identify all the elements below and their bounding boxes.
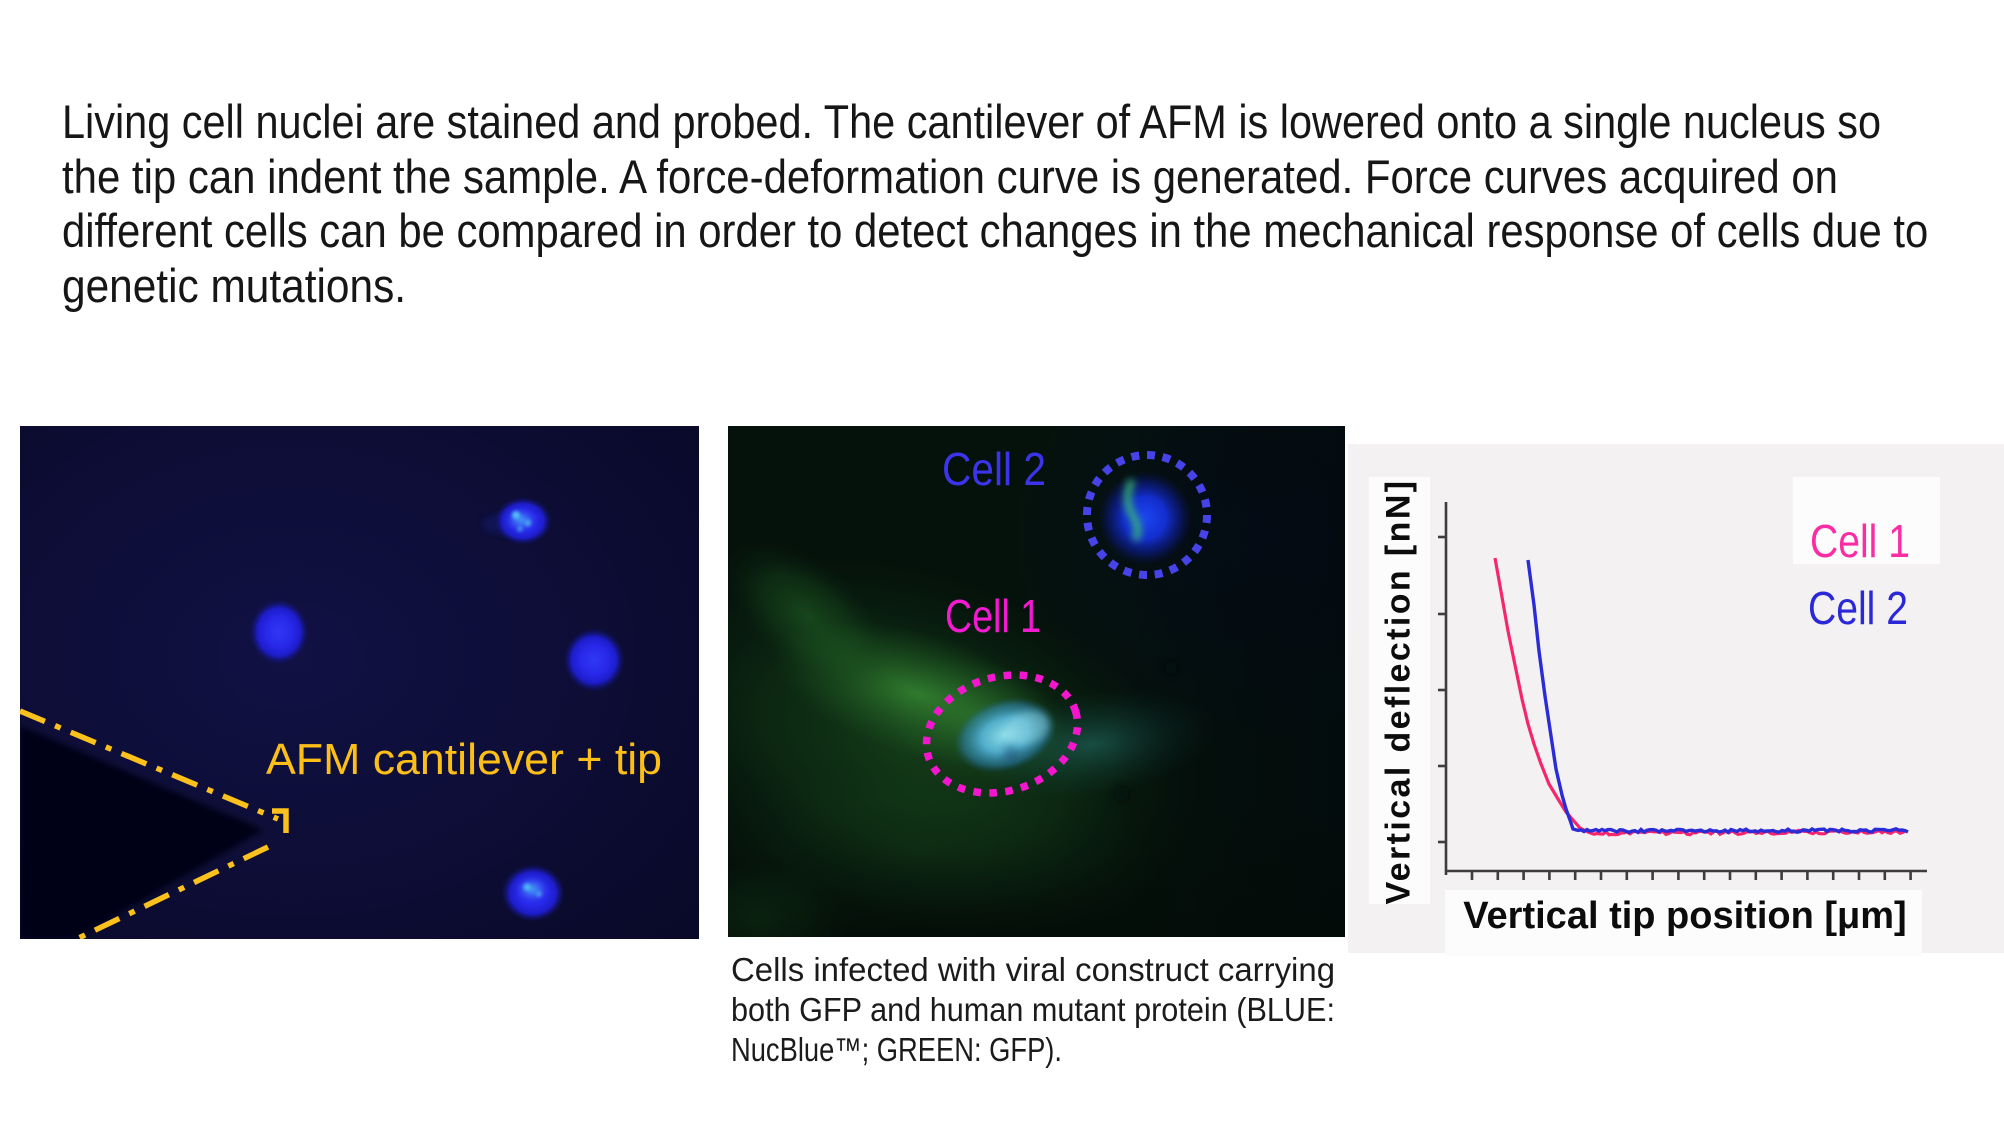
svg-text:Cell 2: Cell 2 bbox=[942, 443, 1046, 495]
svg-text:AFM cantilever + tip: AFM cantilever + tip bbox=[266, 735, 662, 784]
svg-text:Cell 1: Cell 1 bbox=[945, 590, 1041, 642]
